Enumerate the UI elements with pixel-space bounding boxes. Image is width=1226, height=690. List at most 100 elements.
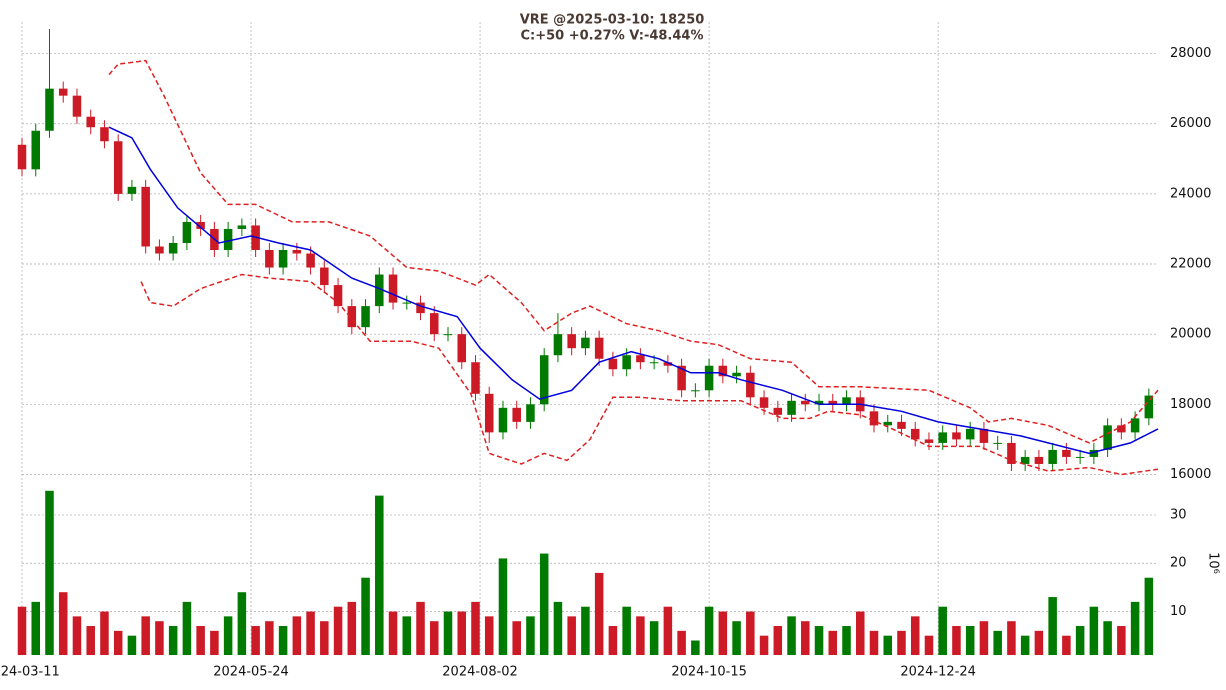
volume-bar <box>320 621 329 655</box>
candle-body <box>278 249 288 268</box>
candle-body <box>828 400 838 405</box>
candle-body <box>759 397 769 408</box>
volume-bar <box>457 611 467 655</box>
volume-bar <box>952 626 961 655</box>
volume-bar <box>787 616 796 655</box>
candle-body <box>457 334 467 363</box>
volume-bar <box>828 630 838 655</box>
candle-body <box>375 274 384 307</box>
candle-body <box>1020 456 1030 464</box>
volume-bar <box>1062 635 1071 655</box>
volume-bar <box>210 630 219 655</box>
candle-body <box>1089 449 1099 457</box>
candle-body <box>581 337 590 349</box>
candle-body <box>732 372 741 377</box>
candle-body <box>691 390 700 392</box>
candle-body <box>388 274 398 303</box>
candle-body <box>361 306 370 328</box>
volume-bar <box>443 611 453 655</box>
volume-bar <box>100 611 109 655</box>
candle-body <box>58 88 68 96</box>
candle-body <box>471 362 480 394</box>
volume-bar <box>17 606 27 655</box>
candle-body <box>869 411 879 426</box>
candle-body <box>127 186 137 194</box>
candle-body <box>842 397 851 405</box>
candle-body <box>952 432 961 440</box>
volume-bar <box>182 601 192 655</box>
candle-body <box>429 313 439 335</box>
candle-body <box>223 228 233 250</box>
candle-body <box>141 186 150 247</box>
volume-bar <box>869 630 879 655</box>
y-tick-label: 26000 <box>1170 116 1211 131</box>
candle-body <box>663 362 673 366</box>
volume-bar <box>608 626 618 655</box>
candle-body <box>237 225 247 229</box>
candle-body <box>484 393 494 433</box>
volume-bar <box>388 611 398 655</box>
volume-bar <box>746 611 755 655</box>
candle-body <box>539 355 549 405</box>
candle-body <box>979 428 989 443</box>
volume-bar <box>347 601 357 655</box>
volume-bar <box>979 621 989 655</box>
candle-body <box>292 249 302 254</box>
candle-body <box>897 421 906 429</box>
candle-body <box>883 421 893 426</box>
x-tick-label: 2024-08-02 <box>442 665 518 680</box>
volume-bar <box>141 616 150 655</box>
volume-bar <box>553 601 563 655</box>
x-tick-label: 2024-12-24 <box>900 665 976 680</box>
volume-bar <box>1048 597 1057 655</box>
y-tick-label: 22000 <box>1170 257 1211 272</box>
candle-body <box>526 404 535 422</box>
candle-body <box>801 400 810 405</box>
candle-body <box>72 95 82 117</box>
candle-body <box>1103 425 1112 450</box>
volume-bar <box>31 601 41 655</box>
candle-body <box>567 334 576 349</box>
volume-bar <box>883 635 893 655</box>
y-tick-label: 20 <box>1170 556 1187 571</box>
volume-bar <box>759 635 769 655</box>
candle-body <box>265 249 274 268</box>
x-tick-label: 2024-03-11 <box>0 665 60 680</box>
volume-bar <box>773 626 783 655</box>
candle-body <box>746 372 755 398</box>
volume-bar <box>691 640 700 655</box>
volume-bar <box>223 616 233 655</box>
volume-bar <box>581 606 590 655</box>
volume-bar <box>402 616 412 655</box>
candle-body <box>649 362 659 364</box>
volume-bar <box>45 490 54 655</box>
candle-body <box>347 306 357 328</box>
overlay-line <box>140 273 1159 476</box>
volume-bar <box>636 616 645 655</box>
volume-bar <box>677 630 686 655</box>
volume-bar <box>567 616 576 655</box>
y-tick-label: 18000 <box>1170 397 1211 412</box>
volume-bar <box>251 626 260 655</box>
chart-title: VRE @2025-03-10: 18250 <box>520 13 705 28</box>
candle-body <box>636 355 645 363</box>
volume-bar <box>704 606 714 655</box>
candle-body <box>333 285 343 307</box>
volume-bar <box>155 621 164 655</box>
candle-body <box>1062 449 1071 457</box>
candle-body <box>1048 449 1057 464</box>
candle-body <box>498 407 508 433</box>
candle-body <box>1007 442 1016 464</box>
y-tick-label: 30 <box>1170 507 1187 522</box>
volume-bar <box>292 616 302 655</box>
candle-body <box>965 428 975 440</box>
candle-body <box>168 242 178 254</box>
candle-body <box>306 253 315 268</box>
candle-body <box>1130 418 1140 433</box>
volume-bar <box>1020 635 1030 655</box>
volume-bar <box>663 606 673 655</box>
candle-body <box>45 88 54 131</box>
candle-body <box>814 400 824 405</box>
y-tick-label: 20000 <box>1170 327 1211 342</box>
volume-bar <box>1034 630 1044 655</box>
